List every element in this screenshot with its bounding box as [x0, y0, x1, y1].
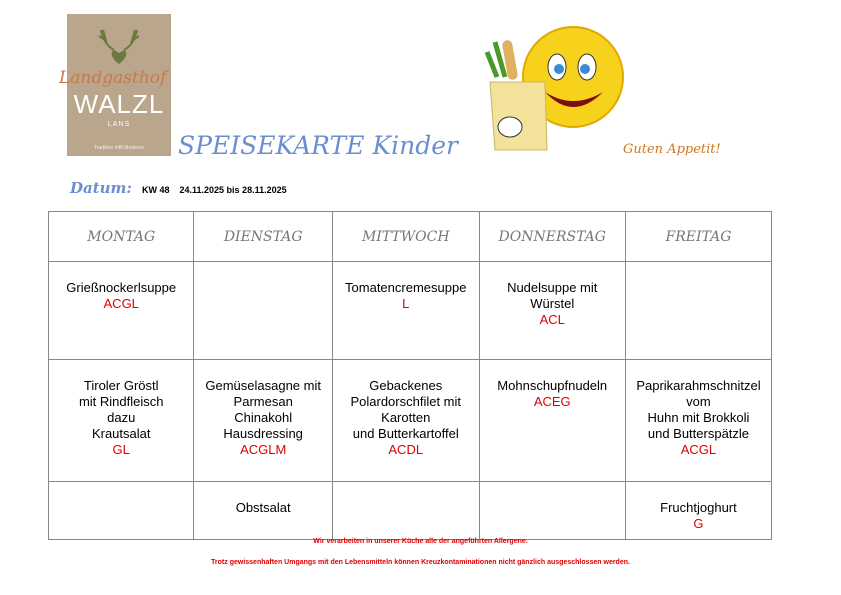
dish-line: Krautsalat	[91, 426, 151, 441]
allergen-codes: ACGL	[680, 442, 717, 457]
meal-row: Tiroler Gröstl mit Rindfleisch dazu Krautsa…	[47, 359, 773, 482]
meal-cell	[478, 481, 626, 540]
dish-line: und Butterkartoffel	[352, 426, 459, 441]
meal-row: Obstsalat Fruchtjoghurt G	[47, 481, 773, 540]
meal-cell: Obstsalat	[193, 481, 333, 540]
allergen-codes: L	[402, 296, 410, 311]
dish-line: Paprikarahmschnitzel	[636, 378, 761, 393]
logo-script: Landgasthof	[59, 68, 167, 88]
meal-cell: Nudelsuppe mit Würstel ACL	[478, 261, 626, 360]
page-title: SPEISEKARTE Kinder	[178, 131, 458, 160]
meal-cell	[47, 481, 195, 540]
menu-table: MONTAG DIENSTAG MITTWOCH DONNERSTAG FREITAG …	[47, 211, 773, 540]
logo-name: WALZL	[73, 89, 165, 119]
date-range: KW 48 24.11.2025 bis 28.11.2025	[142, 185, 287, 195]
deer-antler-icon	[98, 29, 140, 64]
dish-line: Chinakohl	[234, 410, 293, 425]
day-header-montag: MONTAG	[47, 211, 195, 262]
smiley-grocery-bag-icon	[484, 26, 624, 151]
meal-cell: Tiroler Gröstl mit Rindfleisch dazu Krautsa…	[47, 359, 195, 482]
allergen-codes: ACDL	[388, 442, 424, 457]
dish-line: Obstsalat	[235, 500, 291, 515]
allergen-codes: GL	[112, 442, 130, 457]
logo-tagline: Tradition trifft Moderne	[93, 145, 145, 151]
dish-line: Huhn mit Brokkoli	[647, 410, 750, 425]
date-label: Datum:	[70, 179, 132, 197]
allergen-codes: ACEG	[533, 394, 571, 409]
dish-line: Grießnockerlsuppe	[66, 280, 177, 295]
dish-line: dazu	[107, 410, 136, 425]
dish-line: Parmesan	[233, 394, 293, 409]
dish-line: Fruchtjoghurt	[660, 500, 737, 515]
meal-row: Grießnockerlsuppe ACGL Tomatencremesuppe L N…	[47, 261, 773, 360]
meal-cell	[624, 261, 773, 360]
restaurant-logo: Landgasthof WALZL LANS Tradition trifft …	[59, 14, 171, 156]
meal-cell: Grießnockerlsuppe ACGL	[47, 261, 195, 360]
allergen-codes: ACL	[539, 312, 565, 327]
allergen-codes: ACGL	[103, 296, 139, 311]
dish-line: Gebackenes	[369, 378, 443, 393]
dish-line: Hausdressing	[223, 426, 303, 441]
meal-cell: Fruchtjoghurt G	[624, 481, 773, 540]
logo-place: LANS	[107, 121, 131, 128]
cross-contamination-notice: Trotz gewissenhaften Umgangs mit den Leb…	[211, 559, 630, 566]
dish-line: Polardorschfilet mit	[350, 394, 462, 409]
allergen-codes: ACGLM	[240, 442, 287, 457]
meal-cell: Paprikarahmschnitzel vom Huhn mit Brokkoli…	[624, 359, 773, 482]
day-header-donnerstag: DONNERSTAG	[478, 211, 626, 262]
meal-cell: Tomatencremesuppe L	[331, 261, 480, 360]
allergen-notice: Wir verarbeiten in unserer Küche alle de…	[313, 538, 528, 545]
dish-line: Mohnschupfnudeln	[497, 378, 608, 393]
meal-cell: Gemüselasagne mit Parmesan Chinakohl Hausdr…	[193, 359, 333, 482]
dish-line: vom	[686, 394, 711, 409]
day-header-dienstag: DIENSTAG	[193, 211, 333, 262]
dish-line: Karotten	[381, 410, 431, 425]
dish-line: Würstel	[530, 296, 575, 311]
dish-line: Nudelsuppe mit	[507, 280, 598, 295]
meal-cell	[193, 261, 333, 360]
greeting: Guten Appetit!	[623, 142, 721, 157]
day-header-mittwoch: MITTWOCH	[331, 211, 480, 262]
day-header-freitag: FREITAG	[624, 211, 773, 262]
dish-line: Tomatencremesuppe	[345, 280, 467, 295]
meal-cell	[331, 481, 480, 540]
meal-cell: Mohnschupfnudeln ACEG	[478, 359, 626, 482]
day-header-row: MONTAG DIENSTAG MITTWOCH DONNERSTAG FREITAG	[47, 211, 773, 262]
dish-line: und Butterspätzle	[647, 426, 750, 441]
dish-line: mit Rindfleisch	[78, 394, 164, 409]
meal-cell: Gebackenes Polardorschfilet mit Karotten un…	[331, 359, 480, 482]
allergen-codes: G	[693, 516, 704, 531]
dish-line: Tiroler Gröstl	[83, 378, 159, 393]
dish-line: Gemüselasagne mit	[205, 378, 321, 393]
